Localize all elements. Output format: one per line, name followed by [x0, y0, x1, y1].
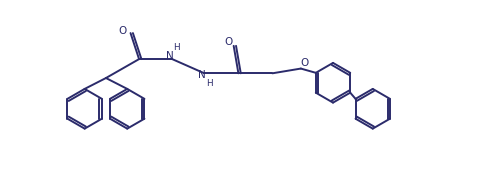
Text: N: N [198, 70, 206, 80]
Text: H: H [206, 79, 213, 88]
Text: O: O [300, 58, 309, 68]
Text: O: O [225, 37, 233, 47]
Text: H: H [174, 43, 180, 52]
Text: N: N [166, 51, 174, 61]
Text: O: O [118, 26, 126, 36]
